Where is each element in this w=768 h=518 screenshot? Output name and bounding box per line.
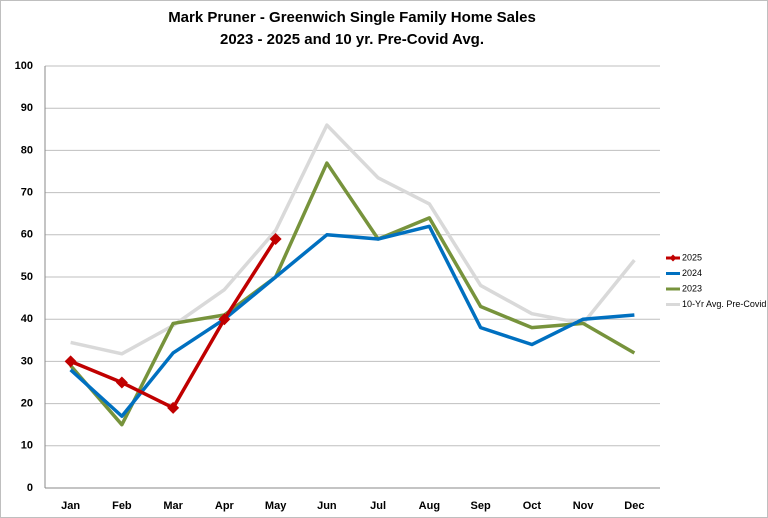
y-tick-label: 10 bbox=[21, 440, 33, 452]
legend-marker bbox=[669, 254, 677, 262]
y-tick-label: 40 bbox=[21, 313, 33, 325]
y-tick-label: 70 bbox=[21, 187, 33, 199]
series-line bbox=[69, 224, 635, 419]
y-tick-label: 80 bbox=[21, 144, 33, 156]
x-tick-label: Dec bbox=[624, 500, 644, 512]
series-marker bbox=[167, 401, 180, 414]
x-tick-label: Aug bbox=[419, 500, 440, 512]
series-marker bbox=[269, 233, 282, 246]
chart-title: Mark Pruner - Greenwich Single Family Ho… bbox=[168, 9, 536, 26]
y-tick-label: 90 bbox=[21, 102, 33, 114]
x-tick-label: Jan bbox=[61, 500, 80, 512]
x-tick-label: Jul bbox=[370, 500, 386, 512]
y-tick-label: 100 bbox=[15, 60, 33, 72]
y-tick-label: 30 bbox=[21, 355, 33, 367]
series-marker bbox=[218, 313, 231, 326]
series-marker bbox=[115, 376, 128, 389]
legend-label: 2023 bbox=[682, 283, 702, 293]
x-tick-label: Oct bbox=[523, 500, 542, 512]
x-tick-label: Mar bbox=[163, 500, 183, 512]
x-tick-label: Sep bbox=[471, 500, 491, 512]
x-tick-label: Feb bbox=[112, 500, 132, 512]
series-marker bbox=[64, 355, 77, 368]
y-tick-label: 50 bbox=[21, 271, 33, 283]
legend-label: 2025 bbox=[682, 252, 702, 262]
x-tick-label: Jun bbox=[317, 500, 337, 512]
legend-label: 10-Yr Avg. Pre-Covid bbox=[682, 299, 766, 309]
legend-label: 2024 bbox=[682, 268, 702, 278]
chart-subtitle: 2023 - 2025 and 10 yr. Pre-Covid Avg. bbox=[220, 31, 484, 48]
x-tick-label: May bbox=[265, 500, 287, 512]
x-tick-label: Nov bbox=[573, 500, 595, 512]
x-tick-label: Apr bbox=[215, 500, 235, 512]
series-line bbox=[69, 161, 636, 427]
y-tick-label: 20 bbox=[21, 398, 33, 410]
y-tick-label: 60 bbox=[21, 229, 33, 241]
series-line bbox=[70, 123, 636, 356]
y-tick-label: 0 bbox=[27, 482, 33, 494]
